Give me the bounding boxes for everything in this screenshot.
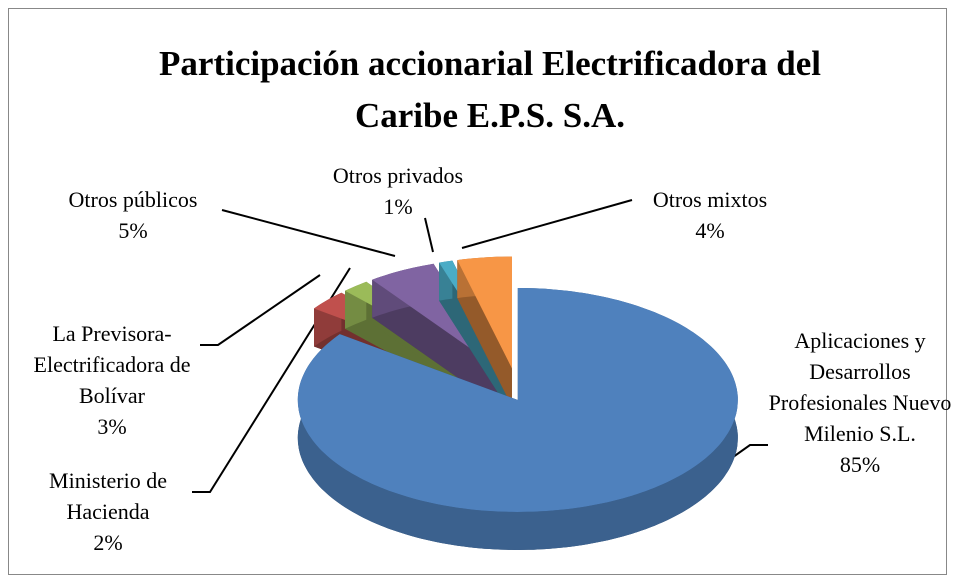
slice-side [372,279,502,409]
slice [297,288,738,512]
slice-label: Otros privados 1% [298,160,498,222]
category-label: Otros mixtos [652,187,768,212]
value-label: 85% [839,452,881,477]
slice [457,256,512,407]
category-label: Otros privados [332,163,464,188]
leader-line [221,209,396,257]
slice [457,256,512,369]
category-label: Aplicaciones y Desarrollos Profesionales… [768,328,952,446]
chart-title: Participación accionarial Electrificador… [159,44,821,135]
category-label: Otros públicos [68,187,198,212]
slice-label: Ministerio de Hacienda 2% [23,465,193,558]
value-label: 3% [97,414,127,439]
chart-frame [8,8,947,575]
value-label: 2% [93,530,123,555]
slice-side [457,260,512,407]
leader-line [192,267,351,493]
category-label: La Previsora-Electrificadora de Bolívar [33,321,191,408]
slice-label: Otros públicos 5% [28,184,238,246]
value-label: 1% [383,194,413,219]
value-label: 4% [695,218,725,243]
category-label: Ministerio de Hacienda [49,468,167,524]
slice [297,288,738,550]
slice-label: La Previsora-Electrificadora de Bolívar 3… [17,318,207,442]
leader-line [461,199,633,249]
slices [297,256,738,550]
slice-label: Aplicaciones y Desarrollos Profesionales… [765,325,955,480]
leader-line [200,274,321,346]
slice-label: Otros mixtos 4% [625,184,795,246]
leader-lines [192,199,768,531]
value-label: 5% [118,218,148,243]
leader-line [424,217,434,253]
